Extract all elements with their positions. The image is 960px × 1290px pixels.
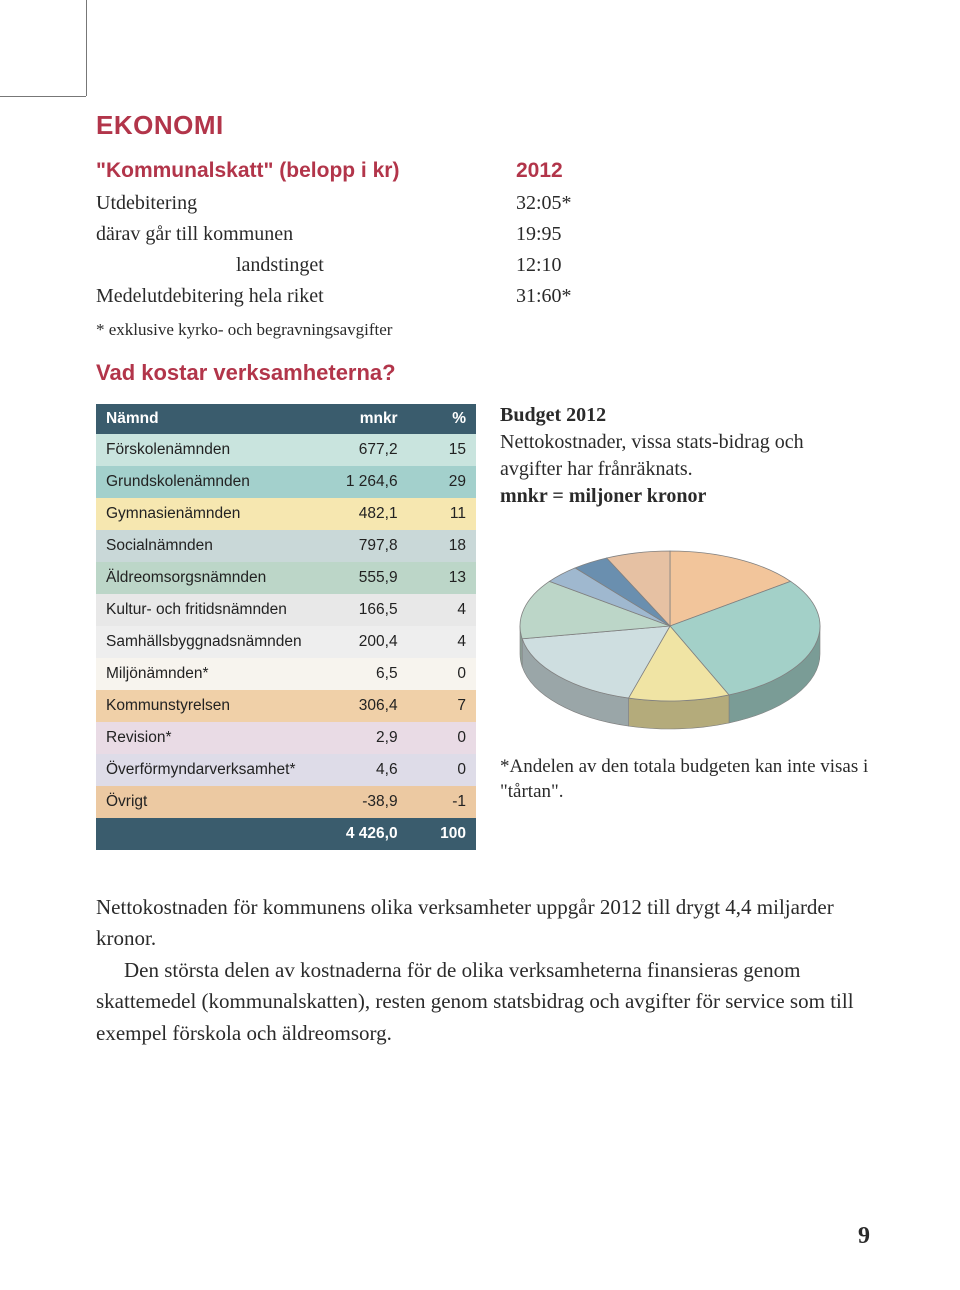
budget-cell: 7	[408, 690, 476, 722]
budget-cell: 200,4	[324, 626, 408, 658]
budget-cell: 13	[408, 562, 476, 594]
body-text: Nettokostnaden för kommunens olika verks…	[96, 892, 870, 1050]
budget-cell: Övrigt	[96, 786, 324, 818]
budget-cell: Revision*	[96, 722, 324, 754]
budget-cell: Kommunstyrelsen	[96, 690, 324, 722]
mid-block: Nämndmnkr% Förskolenämnden677,215Grundsk…	[96, 404, 870, 850]
budget-cell: 4,6	[324, 754, 408, 786]
tax-table: "Kommunalskatt" (belopp i kr) 2012 Utdeb…	[96, 155, 616, 312]
tax-row: landstinget12:10	[96, 250, 616, 281]
body-p2: Den största delen av kostnaderna för de …	[96, 955, 870, 1050]
table-row: Förskolenämnden677,215	[96, 434, 476, 466]
budget-cell: -38,9	[324, 786, 408, 818]
budget-cell: 15	[408, 434, 476, 466]
budget-cell: 29	[408, 466, 476, 498]
right-column: Budget 2012 Nettokostnader, vissa stats-…	[500, 404, 870, 850]
budget-cell: 797,8	[324, 530, 408, 562]
budget-desc-line2: mnkr = miljoner kronor	[500, 485, 706, 507]
table-row: Kommunstyrelsen306,47	[96, 690, 476, 722]
tax-row-label: därav går till kommunen	[96, 219, 516, 250]
table-row: Socialnämnden797,818	[96, 530, 476, 562]
budget-cell: Överförmyndarverksamhet*	[96, 754, 324, 786]
tax-row-value: 12:10	[516, 250, 616, 281]
section-title: EKONOMI	[96, 110, 870, 141]
budget-cell: 0	[408, 722, 476, 754]
budget-cell: 306,4	[324, 690, 408, 722]
crop-marks	[0, 68, 110, 96]
budget-cell: 18	[408, 530, 476, 562]
tax-row: Medelutdebitering hela riket31:60*	[96, 281, 616, 312]
budget-cell: Miljönämnden*	[96, 658, 324, 690]
budget-title: Budget 2012	[500, 404, 870, 427]
budget-cell: 6,5	[324, 658, 408, 690]
budget-cell: 0	[408, 754, 476, 786]
pie-footnote: *Andelen av den totala budgeten kan inte…	[500, 754, 870, 805]
table-row: Äldreomsorgsnämnden555,913	[96, 562, 476, 594]
budget-cell: 677,2	[324, 434, 408, 466]
table-row: Överförmyndarverksamhet*4,60	[96, 754, 476, 786]
budget-cell: Äldreomsorgsnämnden	[96, 562, 324, 594]
budget-th: mnkr	[324, 404, 408, 434]
budget-table: Nämndmnkr% Förskolenämnden677,215Grundsk…	[96, 404, 476, 850]
budget-th: Nämnd	[96, 404, 324, 434]
table-row: Grundskolenämnden1 264,629	[96, 466, 476, 498]
budget-cell: 555,9	[324, 562, 408, 594]
budget-cell: Samhällsbyggnadsnämnden	[96, 626, 324, 658]
budget-cell: 0	[408, 658, 476, 690]
page-number: 9	[858, 1223, 870, 1250]
tax-row: därav går till kommunen19:95	[96, 219, 616, 250]
budget-cell: -1	[408, 786, 476, 818]
budget-cell: 482,1	[324, 498, 408, 530]
table-row: Revision*2,90	[96, 722, 476, 754]
table-row: Miljönämnden*6,50	[96, 658, 476, 690]
budget-cell: 2,9	[324, 722, 408, 754]
page: EKONOMI "Kommunalskatt" (belopp i kr) 20…	[0, 0, 960, 1049]
budget-cell: 4	[408, 594, 476, 626]
budget-cell: Förskolenämnden	[96, 434, 324, 466]
tax-row-value: 31:60*	[516, 281, 616, 312]
budget-total-cell	[96, 818, 324, 850]
budget-cell: Gymnasienämnden	[96, 498, 324, 530]
budget-desc-line1: Nettokostnader, vissa stats-bidrag och a…	[500, 431, 804, 480]
budget-cell: 4	[408, 626, 476, 658]
tax-header-year: 2012	[516, 155, 616, 188]
tax-header-label: "Kommunalskatt" (belopp i kr)	[96, 155, 516, 188]
table-row: Övrigt-38,9-1	[96, 786, 476, 818]
budget-th: %	[408, 404, 476, 434]
tax-row-value: 19:95	[516, 219, 616, 250]
table-total-row: 4 426,0100	[96, 818, 476, 850]
table-row: Kultur- och fritidsnämnden166,54	[96, 594, 476, 626]
budget-cell: 11	[408, 498, 476, 530]
table-row: Gymnasienämnden482,111	[96, 498, 476, 530]
tax-row-value: 32:05*	[516, 188, 616, 219]
budget-cell: Kultur- och fritidsnämnden	[96, 594, 324, 626]
budget-cell: Socialnämnden	[96, 530, 324, 562]
tax-row-label: landstinget	[96, 250, 516, 281]
budget-desc: Nettokostnader, vissa stats-bidrag och a…	[500, 429, 870, 510]
tax-row: Utdebitering32:05*	[96, 188, 616, 219]
table-row: Samhällsbyggnadsnämnden200,44	[96, 626, 476, 658]
tax-row-label: Utdebitering	[96, 188, 516, 219]
tax-row-label: Medelutdebitering hela riket	[96, 281, 516, 312]
body-p1: Nettokostnaden för kommunens olika verks…	[96, 892, 870, 955]
budget-cell: Grundskolenämnden	[96, 466, 324, 498]
budget-total-cell: 100	[408, 818, 476, 850]
budget-cell: 1 264,6	[324, 466, 408, 498]
sub-title: Vad kostar verksamheterna?	[96, 360, 870, 386]
budget-cell: 166,5	[324, 594, 408, 626]
budget-total-cell: 4 426,0	[324, 818, 408, 850]
pie-chart	[500, 526, 840, 736]
tax-footnote: * exklusive kyrko- och begravningsavgift…	[96, 320, 870, 340]
